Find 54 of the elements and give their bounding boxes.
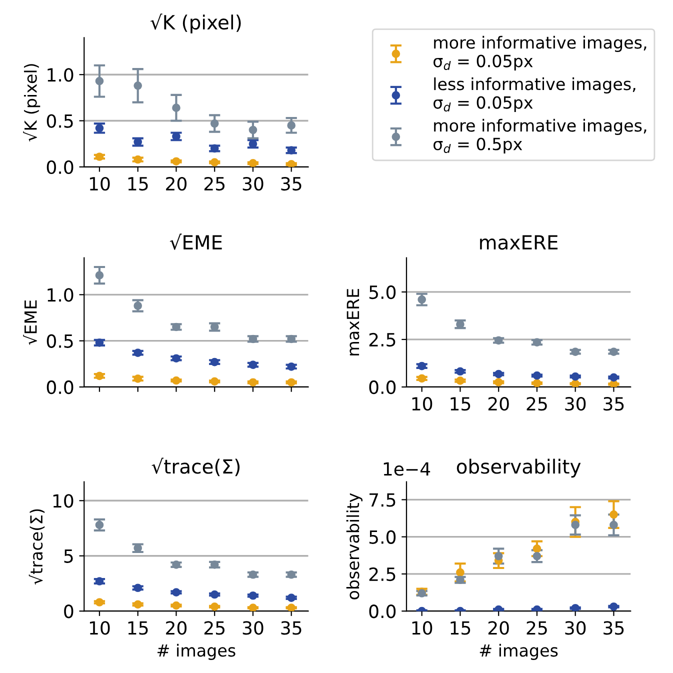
x-tick-label: 35 <box>281 621 302 635</box>
y-tick-label: 7.5 <box>370 493 396 507</box>
x-axis-title: # images <box>480 644 558 660</box>
x-tick-label: 10 <box>90 176 110 191</box>
x-tick-label: 10 <box>412 397 432 411</box>
y-tick-label: 1.0 <box>48 68 74 82</box>
chart-title: √K (pixel) <box>150 14 241 34</box>
x-tick-label: 15 <box>450 397 470 411</box>
y-tick-label: 0 <box>64 604 74 618</box>
y-tick-label: 10 <box>53 494 74 508</box>
x-tick-label: 30 <box>565 621 586 635</box>
y-axis-title: maxERE <box>346 288 360 356</box>
x-tick-label: 35 <box>281 176 302 191</box>
y-tick-label: 2.5 <box>369 567 396 582</box>
x-tick-label: 15 <box>128 177 148 191</box>
y-tick-label: 5 <box>64 550 73 563</box>
x-axis-title: # images <box>158 644 236 660</box>
y-tick-label: 0.0 <box>46 380 74 394</box>
chart-title: maxERE <box>480 235 558 250</box>
chart-title: √EME <box>170 234 222 250</box>
x-tick-label: 15 <box>128 621 148 635</box>
y-tick-label: 0.5 <box>46 334 73 348</box>
x-tick-label: 25 <box>204 621 225 635</box>
x-tick-label: 30 <box>242 176 264 191</box>
y-tick-label: 2.5 <box>369 332 396 347</box>
x-tick-label: 35 <box>604 397 624 411</box>
chart-title: observability <box>456 458 581 478</box>
y-tick-label: 5.0 <box>369 530 396 544</box>
x-tick-label: 25 <box>526 621 547 635</box>
legend-label: more informative images, σ$_{d}$ = 0.5px <box>434 118 646 154</box>
x-tick-label: 20 <box>166 621 187 635</box>
y-tick-label: 0.0 <box>46 160 74 174</box>
x-tick-label: 30 <box>565 397 586 411</box>
x-tick-label: 35 <box>604 621 624 635</box>
y-axis-title: observability <box>346 493 362 600</box>
x-tick-label: 20 <box>166 176 187 191</box>
x-tick-label: 20 <box>488 621 509 635</box>
x-tick-label: 15 <box>450 621 470 635</box>
y-tick-label: 0.5 <box>46 114 73 128</box>
x-tick-label: 25 <box>526 397 547 411</box>
x-tick-label: 25 <box>204 176 225 191</box>
y-tick-label: 5.0 <box>369 285 396 300</box>
x-tick-label: 10 <box>90 621 110 635</box>
x-tick-label: 30 <box>242 621 264 635</box>
x-tick-label: 20 <box>488 397 509 411</box>
y-tick-label: 1.0 <box>48 288 74 302</box>
y-tick-label: 0.0 <box>369 604 396 618</box>
text: 1e−4 <box>384 462 430 476</box>
y-axis-title: √EME <box>23 300 37 345</box>
y-axis-title: √trace(Σ) <box>28 509 45 585</box>
y-tick-label: 0.0 <box>369 380 396 394</box>
x-tick-label: 10 <box>412 621 432 635</box>
chart-title: √trace(Σ) <box>152 458 240 476</box>
y-axis-title: √K (pixel) <box>23 64 40 142</box>
